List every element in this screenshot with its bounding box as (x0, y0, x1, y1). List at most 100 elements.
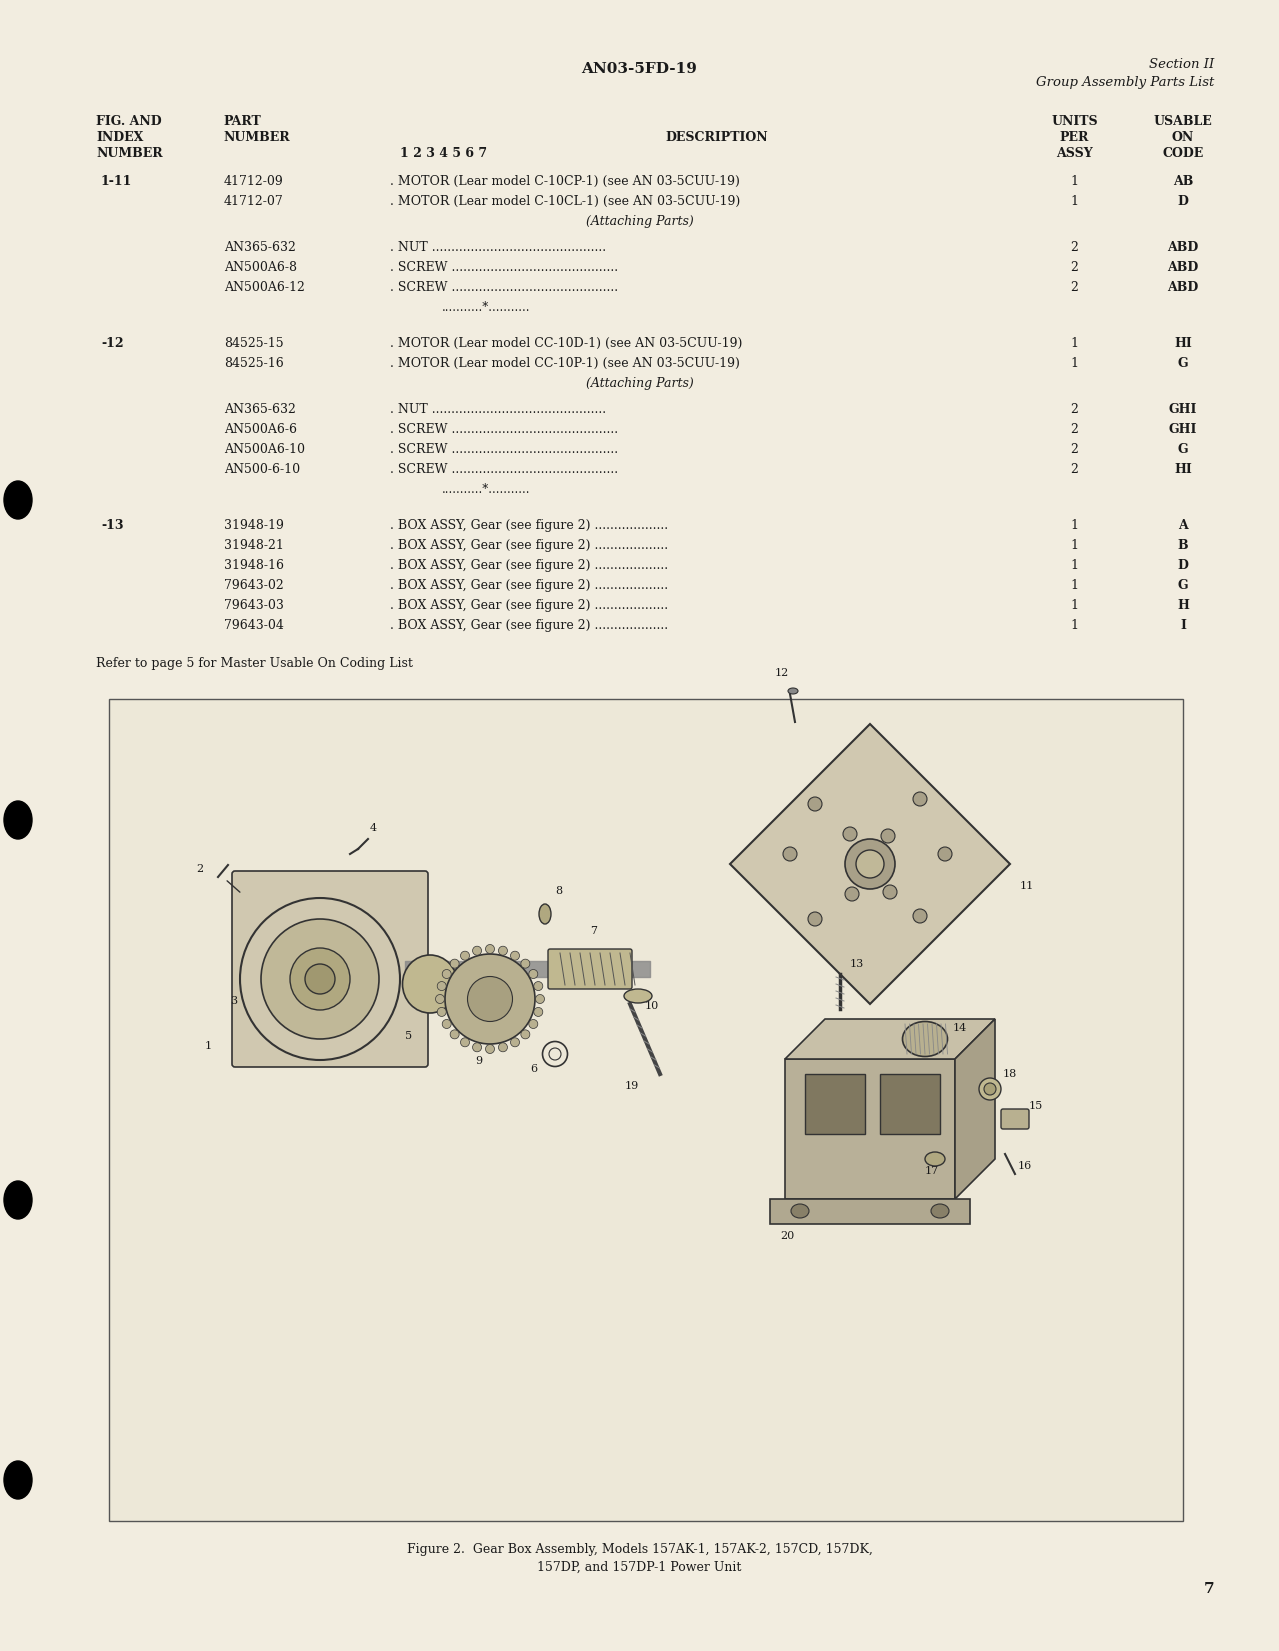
Text: AN500A6-6: AN500A6-6 (224, 423, 297, 436)
Text: ABD: ABD (1168, 241, 1198, 254)
Text: (Attaching Parts): (Attaching Parts) (586, 215, 693, 228)
Ellipse shape (436, 994, 445, 1004)
Ellipse shape (521, 1030, 530, 1038)
Text: GHI: GHI (1169, 403, 1197, 416)
Text: 2: 2 (1071, 281, 1078, 294)
Ellipse shape (499, 946, 508, 956)
Ellipse shape (856, 850, 884, 878)
Ellipse shape (450, 959, 459, 967)
Polygon shape (730, 725, 1010, 1004)
Text: . BOX ASSY, Gear (see figure 2) ...................: . BOX ASSY, Gear (see figure 2) ........… (390, 619, 668, 632)
Text: G: G (1178, 580, 1188, 593)
Text: HI: HI (1174, 462, 1192, 475)
Bar (785, 1058, 955, 1199)
Text: 41712-09: 41712-09 (224, 175, 284, 188)
Text: AB: AB (1173, 175, 1193, 188)
Ellipse shape (486, 1045, 495, 1053)
Ellipse shape (845, 839, 895, 888)
Ellipse shape (450, 1030, 459, 1038)
Text: 1: 1 (1071, 518, 1078, 532)
Text: AN03-5FD-19: AN03-5FD-19 (582, 63, 697, 76)
Ellipse shape (925, 1152, 945, 1166)
Text: 9: 9 (475, 1057, 482, 1067)
Ellipse shape (486, 944, 495, 954)
Text: GHI: GHI (1169, 423, 1197, 436)
Text: 2: 2 (196, 863, 203, 873)
Text: 6: 6 (530, 1063, 537, 1075)
Text: 1: 1 (1071, 337, 1078, 350)
Ellipse shape (938, 847, 952, 862)
Ellipse shape (499, 1043, 508, 1052)
Ellipse shape (533, 982, 542, 991)
Text: Group Assembly Parts List: Group Assembly Parts List (1036, 76, 1214, 89)
Text: Section II: Section II (1149, 58, 1214, 71)
Text: -13: -13 (101, 518, 124, 532)
Text: 1: 1 (1071, 599, 1078, 613)
Text: ...........*...........: ...........*........... (441, 484, 531, 495)
Text: 79643-02: 79643-02 (224, 580, 284, 593)
Text: 19: 19 (625, 1081, 640, 1091)
Ellipse shape (261, 920, 379, 1038)
Ellipse shape (4, 480, 32, 518)
Ellipse shape (521, 959, 530, 967)
Text: FIG. AND: FIG. AND (96, 116, 161, 129)
Text: NUMBER: NUMBER (96, 147, 162, 160)
Text: PART: PART (224, 116, 262, 129)
Text: 7: 7 (1204, 1582, 1214, 1597)
Text: 1: 1 (1071, 580, 1078, 593)
Text: 16: 16 (1018, 1161, 1032, 1171)
Text: 1: 1 (1071, 538, 1078, 551)
Ellipse shape (783, 847, 797, 862)
Text: ON: ON (1172, 130, 1195, 144)
Text: A: A (1178, 518, 1188, 532)
Text: USABLE: USABLE (1154, 116, 1212, 129)
Text: 10: 10 (645, 1001, 659, 1010)
Ellipse shape (304, 964, 335, 994)
Ellipse shape (788, 688, 798, 693)
Text: . BOX ASSY, Gear (see figure 2) ...................: . BOX ASSY, Gear (see figure 2) ........… (390, 538, 668, 551)
Text: D: D (1178, 195, 1188, 208)
Ellipse shape (536, 994, 545, 1004)
Text: I: I (1181, 619, 1186, 632)
Text: . MOTOR (Lear model C-10CP-1) (see AN 03-5CUU-19): . MOTOR (Lear model C-10CP-1) (see AN 03… (390, 175, 741, 188)
Text: 1: 1 (1071, 175, 1078, 188)
Text: 12: 12 (775, 669, 789, 679)
Text: 79643-04: 79643-04 (224, 619, 284, 632)
Text: (Attaching Parts): (Attaching Parts) (586, 376, 693, 390)
Text: ABD: ABD (1168, 281, 1198, 294)
Ellipse shape (931, 1204, 949, 1218)
Text: 17: 17 (925, 1166, 939, 1176)
Text: ABD: ABD (1168, 261, 1198, 274)
Text: 1: 1 (1071, 619, 1078, 632)
Ellipse shape (445, 954, 535, 1043)
Ellipse shape (510, 1038, 519, 1047)
Text: 5: 5 (405, 1030, 412, 1042)
Text: 157DP, and 157DP-1 Power Unit: 157DP, and 157DP-1 Power Unit (537, 1560, 742, 1573)
Text: 1: 1 (1071, 357, 1078, 370)
Ellipse shape (437, 982, 446, 991)
Text: 15: 15 (1030, 1101, 1044, 1111)
Text: 2: 2 (1071, 423, 1078, 436)
Ellipse shape (460, 951, 469, 961)
Text: 1-11: 1-11 (101, 175, 132, 188)
Text: . BOX ASSY, Gear (see figure 2) ...................: . BOX ASSY, Gear (see figure 2) ........… (390, 560, 668, 571)
Text: 20: 20 (780, 1232, 794, 1242)
Text: . SCREW ...........................................: . SCREW ................................… (390, 261, 618, 274)
Text: . MOTOR (Lear model CC-10D-1) (see AN 03-5CUU-19): . MOTOR (Lear model CC-10D-1) (see AN 03… (390, 337, 743, 350)
Text: 3: 3 (230, 996, 237, 1005)
Text: INDEX: INDEX (96, 130, 143, 144)
Ellipse shape (403, 954, 458, 1014)
Ellipse shape (624, 989, 652, 1004)
Ellipse shape (808, 797, 822, 811)
Text: DESCRIPTION: DESCRIPTION (665, 130, 767, 144)
FancyBboxPatch shape (231, 872, 428, 1067)
Ellipse shape (913, 792, 927, 806)
Ellipse shape (443, 969, 451, 979)
Text: . BOX ASSY, Gear (see figure 2) ...................: . BOX ASSY, Gear (see figure 2) ........… (390, 580, 668, 593)
Ellipse shape (472, 946, 482, 956)
Text: AN500A6-12: AN500A6-12 (224, 281, 304, 294)
Text: AN500-6-10: AN500-6-10 (224, 462, 301, 475)
Text: 2: 2 (1071, 261, 1078, 274)
Text: . BOX ASSY, Gear (see figure 2) ...................: . BOX ASSY, Gear (see figure 2) ........… (390, 518, 668, 532)
Text: 2: 2 (1071, 241, 1078, 254)
